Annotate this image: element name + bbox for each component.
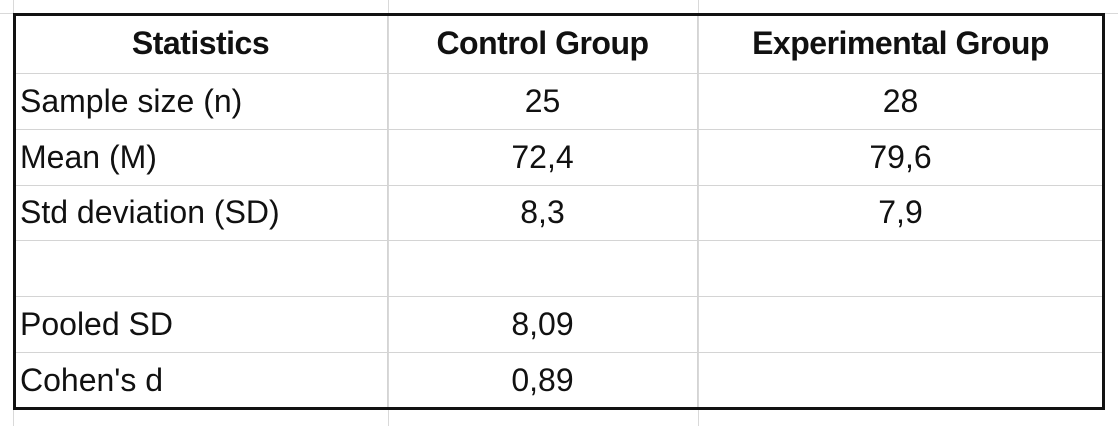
empty-cell[interactable] [698,297,1104,353]
table-cell[interactable]: Mean (M) [14,129,388,186]
empty-cell[interactable] [14,241,388,298]
table-cell[interactable]: Experimental Group [698,14,1104,74]
table-cell[interactable]: 8,09 [388,297,698,353]
empty-cell[interactable] [698,241,1104,298]
table-cell[interactable]: 7,9 [698,185,1104,242]
table-cell[interactable]: Cohen's d [14,353,388,409]
table-cell[interactable]: Statistics [14,14,388,74]
table-cell[interactable]: 25 [388,74,698,130]
empty-cell[interactable] [388,241,698,298]
table-cell[interactable]: Std deviation (SD) [14,185,388,242]
empty-cell[interactable] [698,353,1104,409]
table-cell[interactable]: 28 [698,74,1104,130]
table-cell[interactable]: 72,4 [388,129,698,186]
table-cell[interactable]: 0,89 [388,353,698,409]
table-cell[interactable]: Control Group [388,14,698,74]
table-cell[interactable]: Sample size (n) [14,74,388,130]
table-cell[interactable]: 8,3 [388,185,698,242]
grid-line [388,0,389,426]
table-cell[interactable]: Pooled SD [14,297,388,353]
grid-line [698,0,699,426]
table-cell[interactable]: 79,6 [698,129,1104,186]
